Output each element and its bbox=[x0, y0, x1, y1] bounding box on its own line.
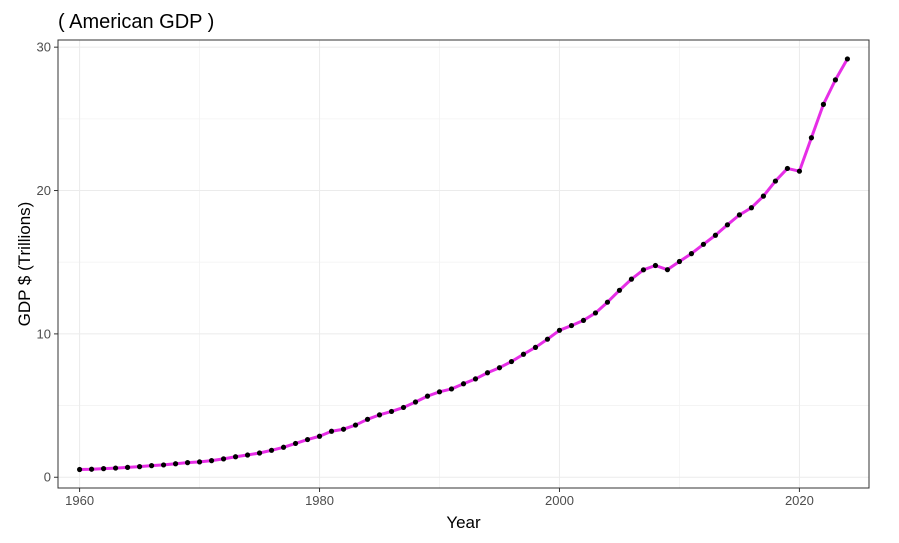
gdp-data-point bbox=[604, 299, 611, 305]
plot-background bbox=[58, 40, 869, 488]
gdp-data-point bbox=[688, 251, 695, 257]
gdp-data-point bbox=[388, 408, 395, 415]
gdp-data-point bbox=[316, 433, 323, 439]
gdp-data-point bbox=[712, 232, 719, 238]
y-axis: 0 10 20 30 bbox=[37, 40, 58, 485]
gdp-data-point bbox=[724, 222, 731, 228]
gdp-data-point bbox=[808, 135, 815, 141]
x-tick-label: 1980 bbox=[305, 493, 334, 508]
gdp-data-point bbox=[364, 416, 371, 422]
gdp-data-point bbox=[736, 212, 743, 218]
x-tick-label: 2000 bbox=[545, 493, 574, 508]
gdp-data-point bbox=[292, 440, 299, 447]
gdp-data-point bbox=[592, 310, 599, 316]
x-tick-label: 1960 bbox=[65, 493, 94, 508]
gdp-data-point bbox=[640, 267, 647, 273]
gdp-data-point bbox=[832, 77, 839, 83]
gdp-data-point bbox=[100, 466, 107, 472]
gdp-data-point bbox=[556, 327, 563, 333]
gdp-data-point bbox=[424, 393, 431, 399]
gdp-data-point bbox=[160, 462, 167, 468]
gdp-data-point bbox=[280, 444, 287, 450]
gdp-data-point bbox=[520, 351, 527, 357]
gdp-data-point bbox=[652, 262, 659, 269]
y-tick-label: 0 bbox=[44, 470, 51, 485]
grid-lines bbox=[58, 40, 869, 488]
gdp-data-point bbox=[256, 450, 263, 456]
y-tick-label: 20 bbox=[37, 183, 51, 198]
gdp-data-point bbox=[220, 456, 227, 462]
gdp-data-point bbox=[268, 447, 275, 453]
plot-border bbox=[57, 39, 870, 489]
gdp-data-point bbox=[76, 466, 83, 473]
gdp-data-point bbox=[124, 464, 131, 470]
x-axis: 1960 1980 2000 2020 bbox=[65, 488, 814, 508]
gdp-data-point bbox=[580, 317, 587, 324]
x-tick-label: 2020 bbox=[785, 493, 814, 508]
chart-title: ( American GDP ) bbox=[58, 11, 214, 33]
gdp-data-point bbox=[208, 458, 215, 464]
gdp-data-point bbox=[820, 101, 827, 107]
gdp-data-point bbox=[148, 463, 155, 469]
gdp-data-point bbox=[484, 370, 491, 376]
gdp-data-point bbox=[676, 258, 683, 265]
gdp-data-point bbox=[172, 461, 179, 467]
x-axis-title: Year bbox=[446, 513, 481, 532]
gdp-data-point bbox=[844, 56, 851, 62]
gdp-data-point bbox=[448, 386, 455, 392]
gdp-data-point bbox=[232, 454, 239, 460]
gdp-data-point bbox=[376, 412, 383, 418]
gdp-data-point bbox=[352, 422, 359, 428]
gdp-data-point bbox=[304, 436, 311, 443]
gdp-data-point bbox=[568, 322, 575, 329]
gdp-data-point bbox=[532, 344, 539, 350]
gdp-data-point bbox=[472, 376, 479, 382]
gdp-data-point bbox=[760, 193, 767, 199]
plot-panel bbox=[57, 39, 870, 489]
gdp-data-point bbox=[700, 241, 707, 247]
gdp-data-point bbox=[616, 287, 623, 293]
gdp-data-points bbox=[76, 56, 851, 473]
y-tick-label: 10 bbox=[37, 326, 51, 341]
y-tick-label: 30 bbox=[37, 40, 51, 55]
gdp-data-point bbox=[784, 165, 791, 172]
gdp-data-point bbox=[412, 399, 419, 405]
gdp-data-point bbox=[136, 464, 143, 470]
gdp-data-point bbox=[460, 381, 467, 387]
gdp-data-point bbox=[748, 205, 755, 211]
gdp-data-point bbox=[184, 460, 191, 466]
gdp-data-point bbox=[496, 365, 503, 371]
gdp-data-point bbox=[664, 267, 671, 273]
gdp-data-point bbox=[196, 459, 203, 465]
gdp-data-point bbox=[340, 426, 347, 432]
gdp-data-point bbox=[628, 276, 635, 282]
gdp-data-point bbox=[508, 358, 515, 365]
gdp-data-point bbox=[796, 168, 803, 174]
gdp-data-point bbox=[88, 466, 95, 472]
y-axis-title: GDP $ (Trillions) bbox=[15, 202, 34, 327]
gdp-data-point bbox=[112, 465, 119, 471]
gdp-data-point bbox=[772, 178, 779, 184]
gdp-data-point bbox=[436, 389, 443, 395]
gdp-data-point bbox=[244, 452, 251, 458]
gdp-data-point bbox=[400, 404, 407, 411]
gdp-data-point bbox=[328, 428, 335, 434]
gdp-data-point bbox=[544, 336, 551, 342]
